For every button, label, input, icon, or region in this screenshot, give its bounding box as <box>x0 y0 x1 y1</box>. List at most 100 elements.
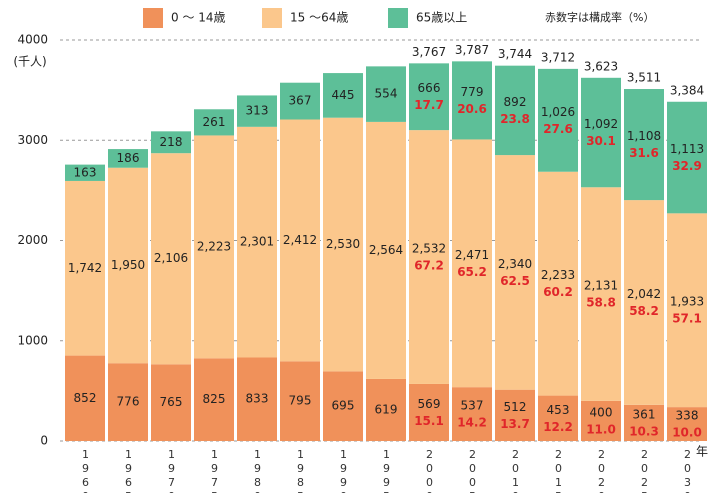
bar-segment <box>581 77 621 188</box>
ratio-label: 20.6 <box>457 102 487 116</box>
bar-segment <box>452 139 492 388</box>
ratio-label: 13.7 <box>500 417 530 431</box>
y-tick-label: 2000 <box>17 233 48 247</box>
bar-segment <box>581 187 621 401</box>
bar-segment <box>108 167 148 364</box>
value-label: 852 <box>74 391 97 405</box>
bar-segment <box>237 95 277 127</box>
value-label: 453 <box>547 403 570 417</box>
bar-segment <box>280 82 320 120</box>
ratio-label: 14.2 <box>457 416 487 430</box>
y-tick-label: 3000 <box>17 133 48 147</box>
bar-segment <box>495 389 535 441</box>
value-label: 833 <box>246 392 269 406</box>
value-label: 367 <box>289 94 312 108</box>
x-tick-label: 2030 <box>681 448 694 493</box>
bar-segment <box>409 383 449 441</box>
value-label: 1,933 <box>670 295 704 309</box>
ratio-label: 32.9 <box>672 159 702 173</box>
note: 赤数字は構成率（%） <box>545 10 654 24</box>
bar-segment <box>366 121 406 379</box>
value-label: 537 <box>461 399 484 413</box>
legend-label: 65歳以上 <box>416 11 467 25</box>
value-label: 619 <box>375 402 398 416</box>
bar-segment <box>581 400 621 441</box>
bar-segment <box>151 131 191 154</box>
value-label: 261 <box>203 115 226 129</box>
ratio-label: 30.1 <box>586 134 616 148</box>
ratio-label: 67.2 <box>414 259 444 273</box>
y-tick-label: 1000 <box>17 333 48 347</box>
bar-segment <box>65 164 105 181</box>
ratio-label: 60.2 <box>543 285 573 299</box>
bar-segment <box>624 200 664 405</box>
bar-segment <box>624 404 664 441</box>
value-label: 2,223 <box>197 239 231 253</box>
ratio-label: 65.2 <box>457 265 487 279</box>
y-tick-label: 4000 <box>17 33 48 47</box>
value-label: 163 <box>74 165 97 179</box>
value-label: 2,301 <box>240 235 274 249</box>
bar-segment <box>366 66 406 122</box>
legend-label: 15 ～64歳 <box>290 11 348 25</box>
total-label: 3,623 <box>584 59 618 73</box>
x-tick-label: 1990 <box>337 448 350 493</box>
value-label: 666 <box>418 81 441 95</box>
value-label: 313 <box>246 104 269 118</box>
value-label: 779 <box>461 85 484 99</box>
value-label: 892 <box>504 95 527 109</box>
legend-label: 0 ～ 14歳 <box>171 11 226 25</box>
x-tick-label: 1975 <box>208 448 221 493</box>
value-label: 554 <box>375 87 398 101</box>
x-tick-label: 2020 <box>595 448 608 493</box>
value-label: 1,108 <box>627 129 661 143</box>
bar-segment <box>237 126 277 358</box>
bar-segment <box>237 357 277 441</box>
value-label: 2,340 <box>498 257 532 271</box>
value-label: 776 <box>117 395 140 409</box>
value-label: 338 <box>676 409 699 423</box>
value-label: 186 <box>117 151 140 165</box>
value-label: 695 <box>332 399 355 413</box>
x-tick-label: 1985 <box>294 448 307 493</box>
total-label: 3,712 <box>541 50 575 64</box>
bar-segment <box>409 130 449 384</box>
value-label: 2,564 <box>369 243 403 257</box>
value-label: 218 <box>160 135 183 149</box>
y-unit: (千人) <box>13 55 46 69</box>
value-label: 445 <box>332 88 355 102</box>
x-tick-label: 2025 <box>638 448 651 493</box>
ratio-label: 10.3 <box>629 424 659 438</box>
value-label: 765 <box>160 395 183 409</box>
total-label: 3,744 <box>498 47 532 61</box>
bar-segment <box>452 387 492 441</box>
x-tick-label: 1965 <box>122 448 135 493</box>
x-tick-label: 1960 <box>79 448 92 493</box>
ratio-label: 23.8 <box>500 112 530 126</box>
value-label: 1,950 <box>111 258 145 272</box>
bar-segment <box>108 363 148 441</box>
bar-segment <box>624 89 664 201</box>
x-tick-label: 2010 <box>509 448 522 493</box>
ratio-label: 17.7 <box>414 98 444 112</box>
bar-segment <box>667 101 707 214</box>
value-label: 400 <box>590 405 613 419</box>
ratio-label: 10.0 <box>672 426 702 440</box>
total-label: 3,511 <box>627 71 661 85</box>
value-label: 2,233 <box>541 268 575 282</box>
value-label: 2,532 <box>412 242 446 256</box>
ratio-label: 11.0 <box>586 422 616 436</box>
value-label: 795 <box>289 394 312 408</box>
ratio-label: 15.1 <box>414 414 444 428</box>
total-label: 3,787 <box>455 43 489 57</box>
bar-segment <box>409 63 449 131</box>
bar-segment <box>280 361 320 441</box>
x-unit: 年 <box>696 445 708 459</box>
bar-segment <box>538 68 578 172</box>
value-label: 1,092 <box>584 117 618 131</box>
bar-segment <box>495 155 535 390</box>
value-label: 361 <box>633 407 656 421</box>
legend-swatch <box>388 8 408 28</box>
bar-segment <box>323 117 363 372</box>
